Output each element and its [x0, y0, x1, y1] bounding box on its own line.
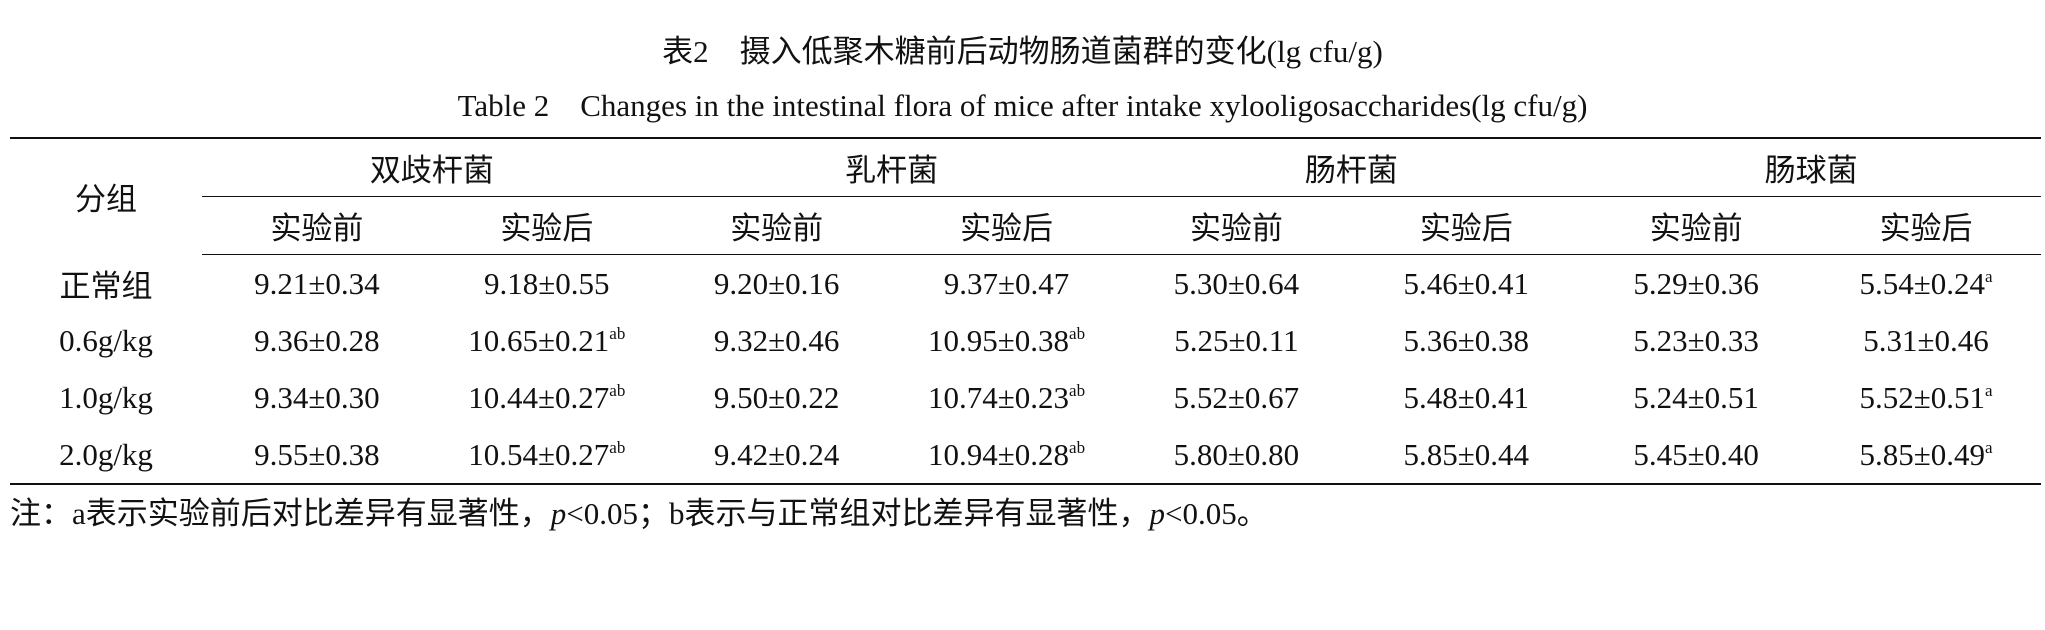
header-cell: 肠杆菌 [1121, 137, 1582, 197]
header-cell: 实验前 [1121, 196, 1352, 255]
cell-superscript: a [1985, 437, 1993, 457]
header-cell: 实验前 [1581, 196, 1812, 255]
table-cell: 9.21±0.34 [254, 265, 380, 301]
cell-value: 5.52±0.51 [1859, 379, 1986, 415]
header-cell: 肠球菌 [1581, 137, 2041, 197]
cell-value: 5.85±0.49 [1859, 436, 1986, 472]
cell-value: 10.94±0.28 [928, 436, 1070, 472]
cell-value: 10.54±0.27 [468, 436, 610, 472]
header-cell: 实验前 [661, 196, 892, 255]
table-cell: 5.80±0.80 [1121, 426, 1352, 485]
cell-superscript: a [1985, 380, 1993, 400]
note-part: <0.05。 [1165, 496, 1268, 531]
table-cell: 9.20±0.16 [713, 265, 840, 301]
table-cell: 9.34±0.30 [254, 379, 380, 415]
cell-value: 10.95±0.38 [928, 322, 1070, 358]
header-cell: 实验后 [1811, 196, 2041, 255]
table-cell: 10.54±0.27ab [431, 426, 662, 485]
table-cell: 9.55±0.38 [202, 426, 432, 485]
header-cell: 实验后 [431, 196, 662, 255]
note-part: p [1149, 496, 1166, 531]
cell-superscript: ab [1069, 437, 1086, 457]
cell-value: 10.44±0.27 [468, 379, 610, 415]
cell-value: 5.54±0.24 [1859, 265, 1986, 301]
table-cell: 正常组 [59, 268, 153, 304]
table-cell: 2.0g/kg [10, 426, 202, 485]
header-cell: 实验前 [202, 196, 432, 255]
table-cell: 5.45±0.40 [1581, 426, 1812, 485]
table-row: 1.0g/kg 9.34±0.30 10.44±0.27ab 9.50±0.22 10.… [10, 369, 2041, 426]
table-cell: 5.29±0.36 [1633, 265, 1759, 301]
table-cell: 9.32±0.46 [713, 322, 840, 358]
note-part: <0.05；b表示与正常组对比差异有显著性， [566, 496, 1150, 531]
title-en: Table 2 Changes in the intestinal flora … [457, 88, 1588, 123]
cell-superscript: ab [609, 323, 626, 343]
cell-superscript: a [1985, 266, 1993, 286]
cell-superscript: ab [1069, 323, 1086, 343]
table-cell: 5.24±0.51 [1633, 379, 1759, 415]
table-cell: 5.31±0.46 [1863, 322, 1989, 358]
table-cell: 10.65±0.21ab [432, 312, 662, 369]
note-part: p [550, 496, 567, 531]
table-cell: 9.36±0.28 [254, 322, 380, 358]
cell-superscript: ab [1069, 380, 1086, 400]
table-cell: 10.94±0.28ab [891, 426, 1122, 485]
table-cell: 5.48±0.41 [1403, 379, 1530, 415]
table-cell: 1.0g/kg [59, 379, 153, 415]
table-cell: 5.23±0.33 [1633, 322, 1759, 358]
table-cell: 10.95±0.38ab [892, 312, 1122, 369]
table-cell: 5.30±0.64 [1173, 265, 1300, 301]
table-row: 2.0g/kg 9.55±0.38 10.54±0.27ab 9.42±0.24 10.… [10, 426, 2041, 485]
data-table: 分组 双歧杆菌 乳杆菌 肠杆菌 肠球菌 实验前 实验后 实验前 实验后 实验前 实验后 实验… [10, 137, 2041, 485]
cell-value: 10.74±0.23 [928, 379, 1070, 415]
table-row: 0.6g/kg 9.36±0.28 10.65±0.21ab 9.32±0.46 10.… [10, 312, 2041, 369]
table-cell: 5.46±0.41 [1403, 265, 1530, 301]
title-cn: 表2 摄入低聚木糖前后动物肠道菌群的变化(lg cfu/g) [662, 34, 1383, 69]
header-cell: 实验后 [891, 196, 1122, 255]
note-part: 注：a表示实验前后对比差异有显著性， [10, 496, 551, 531]
header-cell: 乳杆菌 [661, 137, 1122, 197]
table-cell: 5.52±0.51a [1811, 369, 2041, 426]
table-row: 正常组 9.21±0.34 9.18±0.55 9.20±0.16 9.37±0.47 5… [10, 255, 2041, 313]
table-cell: 5.54±0.24a [1811, 255, 2041, 313]
table-cell: 9.37±0.47 [943, 265, 1070, 301]
table-cell: 5.36±0.38 [1403, 322, 1530, 358]
table-cell: 9.18±0.55 [484, 265, 610, 301]
header-cell: 双歧杆菌 [202, 137, 662, 197]
table-cell: 5.52±0.67 [1173, 379, 1300, 415]
table-cell: 10.74±0.23ab [892, 369, 1122, 426]
table-cell: 9.42±0.24 [661, 426, 892, 485]
cell-superscript: ab [609, 380, 626, 400]
table-cell: 9.50±0.22 [713, 379, 840, 415]
table-cell: 5.85±0.44 [1351, 426, 1582, 485]
header-cell: 实验后 [1351, 196, 1582, 255]
table-cell: 5.85±0.49a [1811, 426, 2041, 485]
table-cell: 5.25±0.11 [1174, 322, 1299, 358]
cell-superscript: ab [609, 437, 626, 457]
table-cell: 10.44±0.27ab [432, 369, 662, 426]
cell-value: 10.65±0.21 [468, 322, 610, 358]
note: 注：a表示实验前后对比差异有显著性，p<0.05；b表示与正常组对比差异有显著性… [10, 488, 1268, 533]
table-cell: 0.6g/kg [59, 322, 153, 358]
header-cell: 分组 [10, 137, 202, 255]
